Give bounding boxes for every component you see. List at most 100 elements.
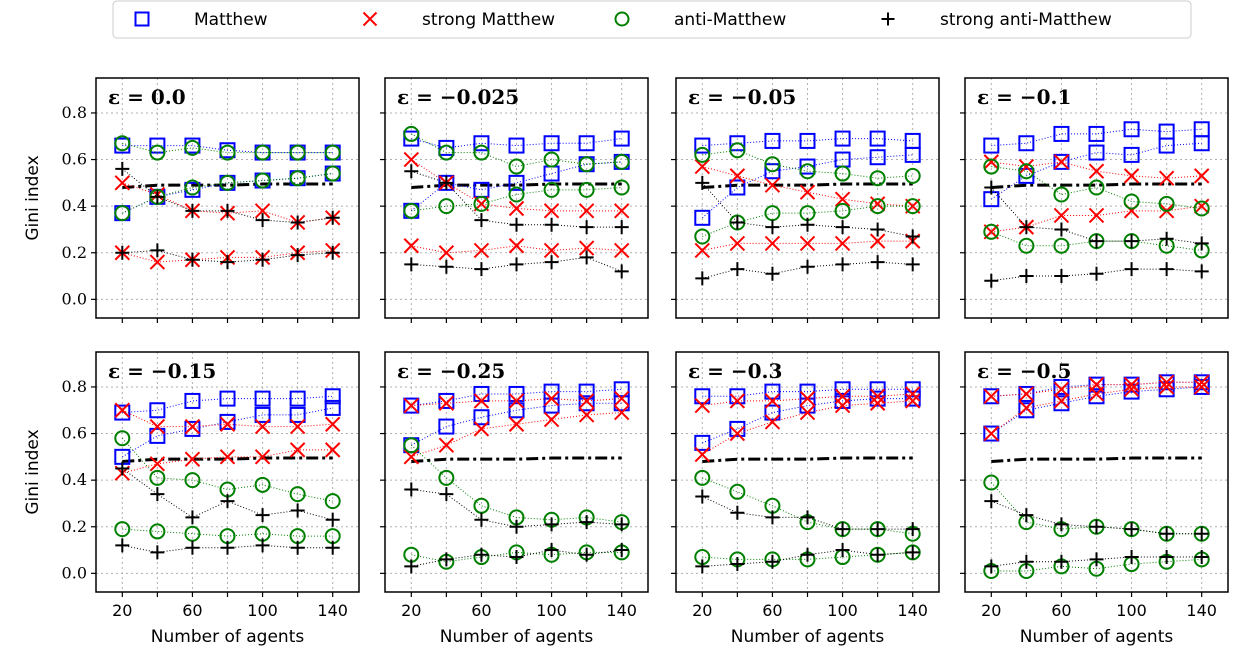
- data-point-x: [184, 451, 201, 467]
- data-point-circle: [613, 179, 630, 196]
- data-point-plus: [185, 540, 200, 555]
- x-tick-label: 20: [981, 601, 1001, 620]
- data-point-square: [904, 146, 921, 163]
- data-point-plus: [730, 505, 745, 520]
- x-tick-label: 20: [112, 601, 132, 620]
- data-point-square: [729, 135, 746, 152]
- data-point-plus: [800, 510, 815, 525]
- data-point-plus: [905, 257, 920, 272]
- data-point-x: [473, 393, 490, 409]
- x-tick-label: 60: [1051, 601, 1071, 620]
- data-point-circle: [149, 523, 166, 540]
- data-point-plus: [290, 215, 305, 230]
- data-point-circle: [149, 144, 166, 161]
- data-point-plus: [325, 512, 340, 527]
- x-tick-label: 60: [762, 601, 782, 620]
- data-point-circle: [764, 156, 781, 173]
- data-point-x: [1158, 170, 1175, 186]
- data-point-square: [149, 402, 166, 419]
- data-point-x: [1088, 207, 1105, 224]
- data-point-x: [834, 191, 851, 207]
- data-point-plus: [695, 489, 710, 504]
- data-point-x: [508, 238, 525, 254]
- data-point-plus: [579, 220, 594, 235]
- data-point-plus: [870, 547, 885, 562]
- data-point-square: [1018, 135, 1035, 152]
- data-point-plus: [290, 503, 305, 518]
- series-trend-line: [122, 407, 333, 458]
- y-tick-label: 0.4: [62, 470, 87, 489]
- data-point-x: [1088, 163, 1105, 179]
- legend-marker-plus: [881, 12, 895, 26]
- data-point-plus: [835, 257, 850, 272]
- data-point-circle: [324, 493, 341, 510]
- data-point-circle: [254, 144, 271, 161]
- data-point-square: [508, 137, 525, 154]
- data-point-circle: [289, 170, 306, 187]
- data-point-circle: [438, 198, 455, 215]
- data-point-square: [543, 135, 560, 152]
- x-tick-label: 140: [1186, 601, 1217, 620]
- data-point-circle: [578, 181, 595, 198]
- data-point-plus: [474, 262, 489, 277]
- data-point-circle: [219, 144, 236, 161]
- y-tick-label: 0.8: [62, 377, 87, 396]
- data-point-x: [543, 203, 560, 219]
- data-point-circle: [114, 205, 131, 222]
- data-point-square: [983, 137, 1000, 154]
- data-point-x: [1193, 374, 1210, 390]
- data-point-square: [1053, 395, 1070, 412]
- y-tick-label: 0.2: [62, 243, 87, 262]
- data-point-x: [254, 449, 271, 465]
- x-tick-label: 140: [606, 601, 637, 620]
- data-point-plus: [439, 552, 454, 567]
- data-point-square: [324, 388, 341, 405]
- data-point-x: [1123, 376, 1140, 393]
- data-point-circle: [184, 179, 201, 196]
- data-point-plus: [870, 255, 885, 270]
- x-tick-label: 100: [247, 601, 278, 620]
- data-point-square: [799, 132, 816, 149]
- data-point-x: [289, 442, 306, 458]
- panel-title: ε = 0.0: [108, 85, 186, 109]
- y-tick-label: 0.2: [62, 517, 87, 536]
- data-point-plus: [474, 547, 489, 562]
- data-point-x: [1193, 198, 1210, 214]
- data-point-x: [1193, 379, 1210, 395]
- data-point-circle: [184, 139, 201, 156]
- data-point-circle: [403, 202, 420, 219]
- data-point-plus: [1054, 269, 1069, 284]
- data-point-plus: [115, 161, 130, 176]
- data-point-circle: [1193, 200, 1210, 217]
- data-point-square: [473, 409, 490, 426]
- panel-title: ε = −0.5: [977, 359, 1071, 383]
- data-point-square: [729, 420, 746, 437]
- y-axis-label: Gini index: [23, 429, 43, 514]
- data-point-square: [289, 406, 306, 423]
- data-point-square: [578, 383, 595, 400]
- data-point-plus: [439, 487, 454, 502]
- data-point-plus: [905, 522, 920, 537]
- data-point-plus: [1019, 269, 1034, 284]
- data-point-x: [403, 397, 420, 414]
- legend-label: anti-Matthew: [674, 10, 786, 30]
- data-point-x: [694, 158, 711, 175]
- data-point-x: [403, 238, 420, 254]
- data-point-plus: [1159, 550, 1174, 565]
- data-point-plus: [509, 257, 524, 272]
- data-point-circle: [473, 195, 490, 212]
- data-point-circle: [543, 181, 560, 198]
- y-axis-label: Gini index: [23, 155, 43, 240]
- data-point-square: [834, 130, 851, 147]
- data-point-plus: [695, 175, 710, 190]
- x-tick-label: 60: [182, 601, 202, 620]
- data-point-plus: [325, 540, 340, 555]
- data-point-x: [869, 395, 886, 411]
- data-point-x: [1158, 379, 1175, 395]
- data-point-square: [904, 390, 921, 407]
- data-point-circle: [149, 469, 166, 486]
- data-point-square: [983, 425, 1000, 442]
- data-point-plus: [1019, 220, 1034, 235]
- data-point-x: [799, 235, 816, 252]
- legend-marker-x: [362, 11, 378, 27]
